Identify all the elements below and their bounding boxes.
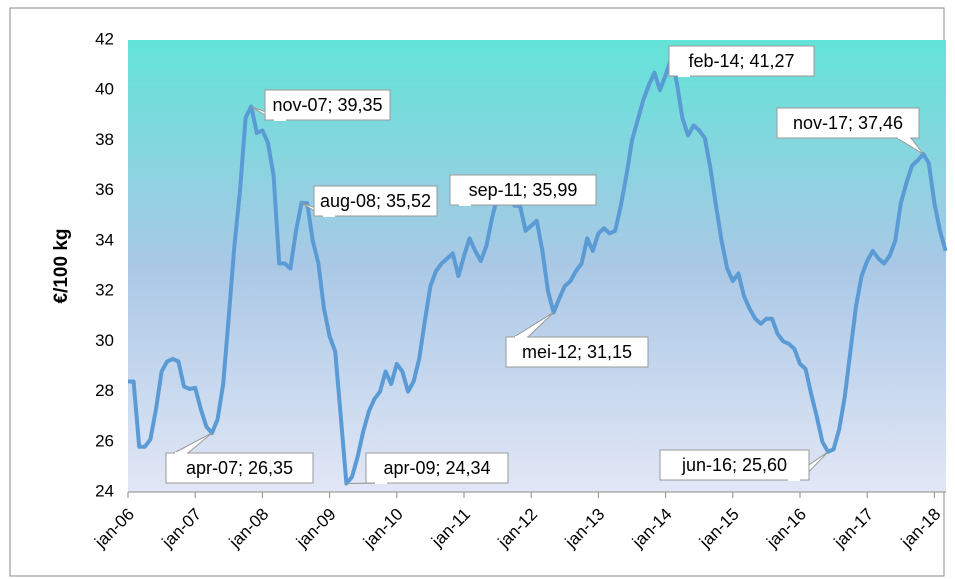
y-tick-label: 26: [95, 431, 114, 450]
callout-box: [264, 89, 391, 121]
y-tick-label: 34: [95, 230, 114, 249]
y-axis-label: €/100 kg: [51, 229, 72, 304]
annotation: sep-11; 35,99: [469, 180, 578, 200]
annotation: nov-07; 39,35: [272, 95, 382, 115]
annotation: apr-07; 26,35: [186, 458, 293, 478]
annotation: feb-14; 41,27: [688, 51, 794, 71]
y-tick-label: 38: [95, 130, 114, 149]
y-tick-label: 30: [95, 331, 114, 350]
callout-box: [776, 107, 920, 139]
callout-box: [365, 452, 509, 484]
callout-box: [659, 449, 810, 481]
y-tick-label: 28: [95, 381, 114, 400]
callout-box: [313, 185, 438, 217]
y-tick-label: 40: [95, 80, 114, 99]
callout-box: [668, 45, 815, 77]
annotation: jun-16; 25,60: [681, 455, 787, 475]
annotation: apr-09; 24,34: [383, 458, 490, 478]
y-tick-label: 36: [95, 180, 114, 199]
callout-box: [165, 452, 314, 484]
annotation: aug-08; 35,52: [320, 191, 431, 211]
y-tick-label: 24: [95, 481, 114, 500]
y-tick-label: 42: [95, 29, 114, 48]
annotation: nov-17; 37,46: [793, 113, 903, 133]
y-tick-label: 32: [95, 281, 114, 300]
line: [128, 56, 948, 486]
callout-box: [505, 336, 649, 368]
annotation: mei-12; 31,15: [522, 342, 632, 362]
callout-box: [449, 174, 597, 206]
